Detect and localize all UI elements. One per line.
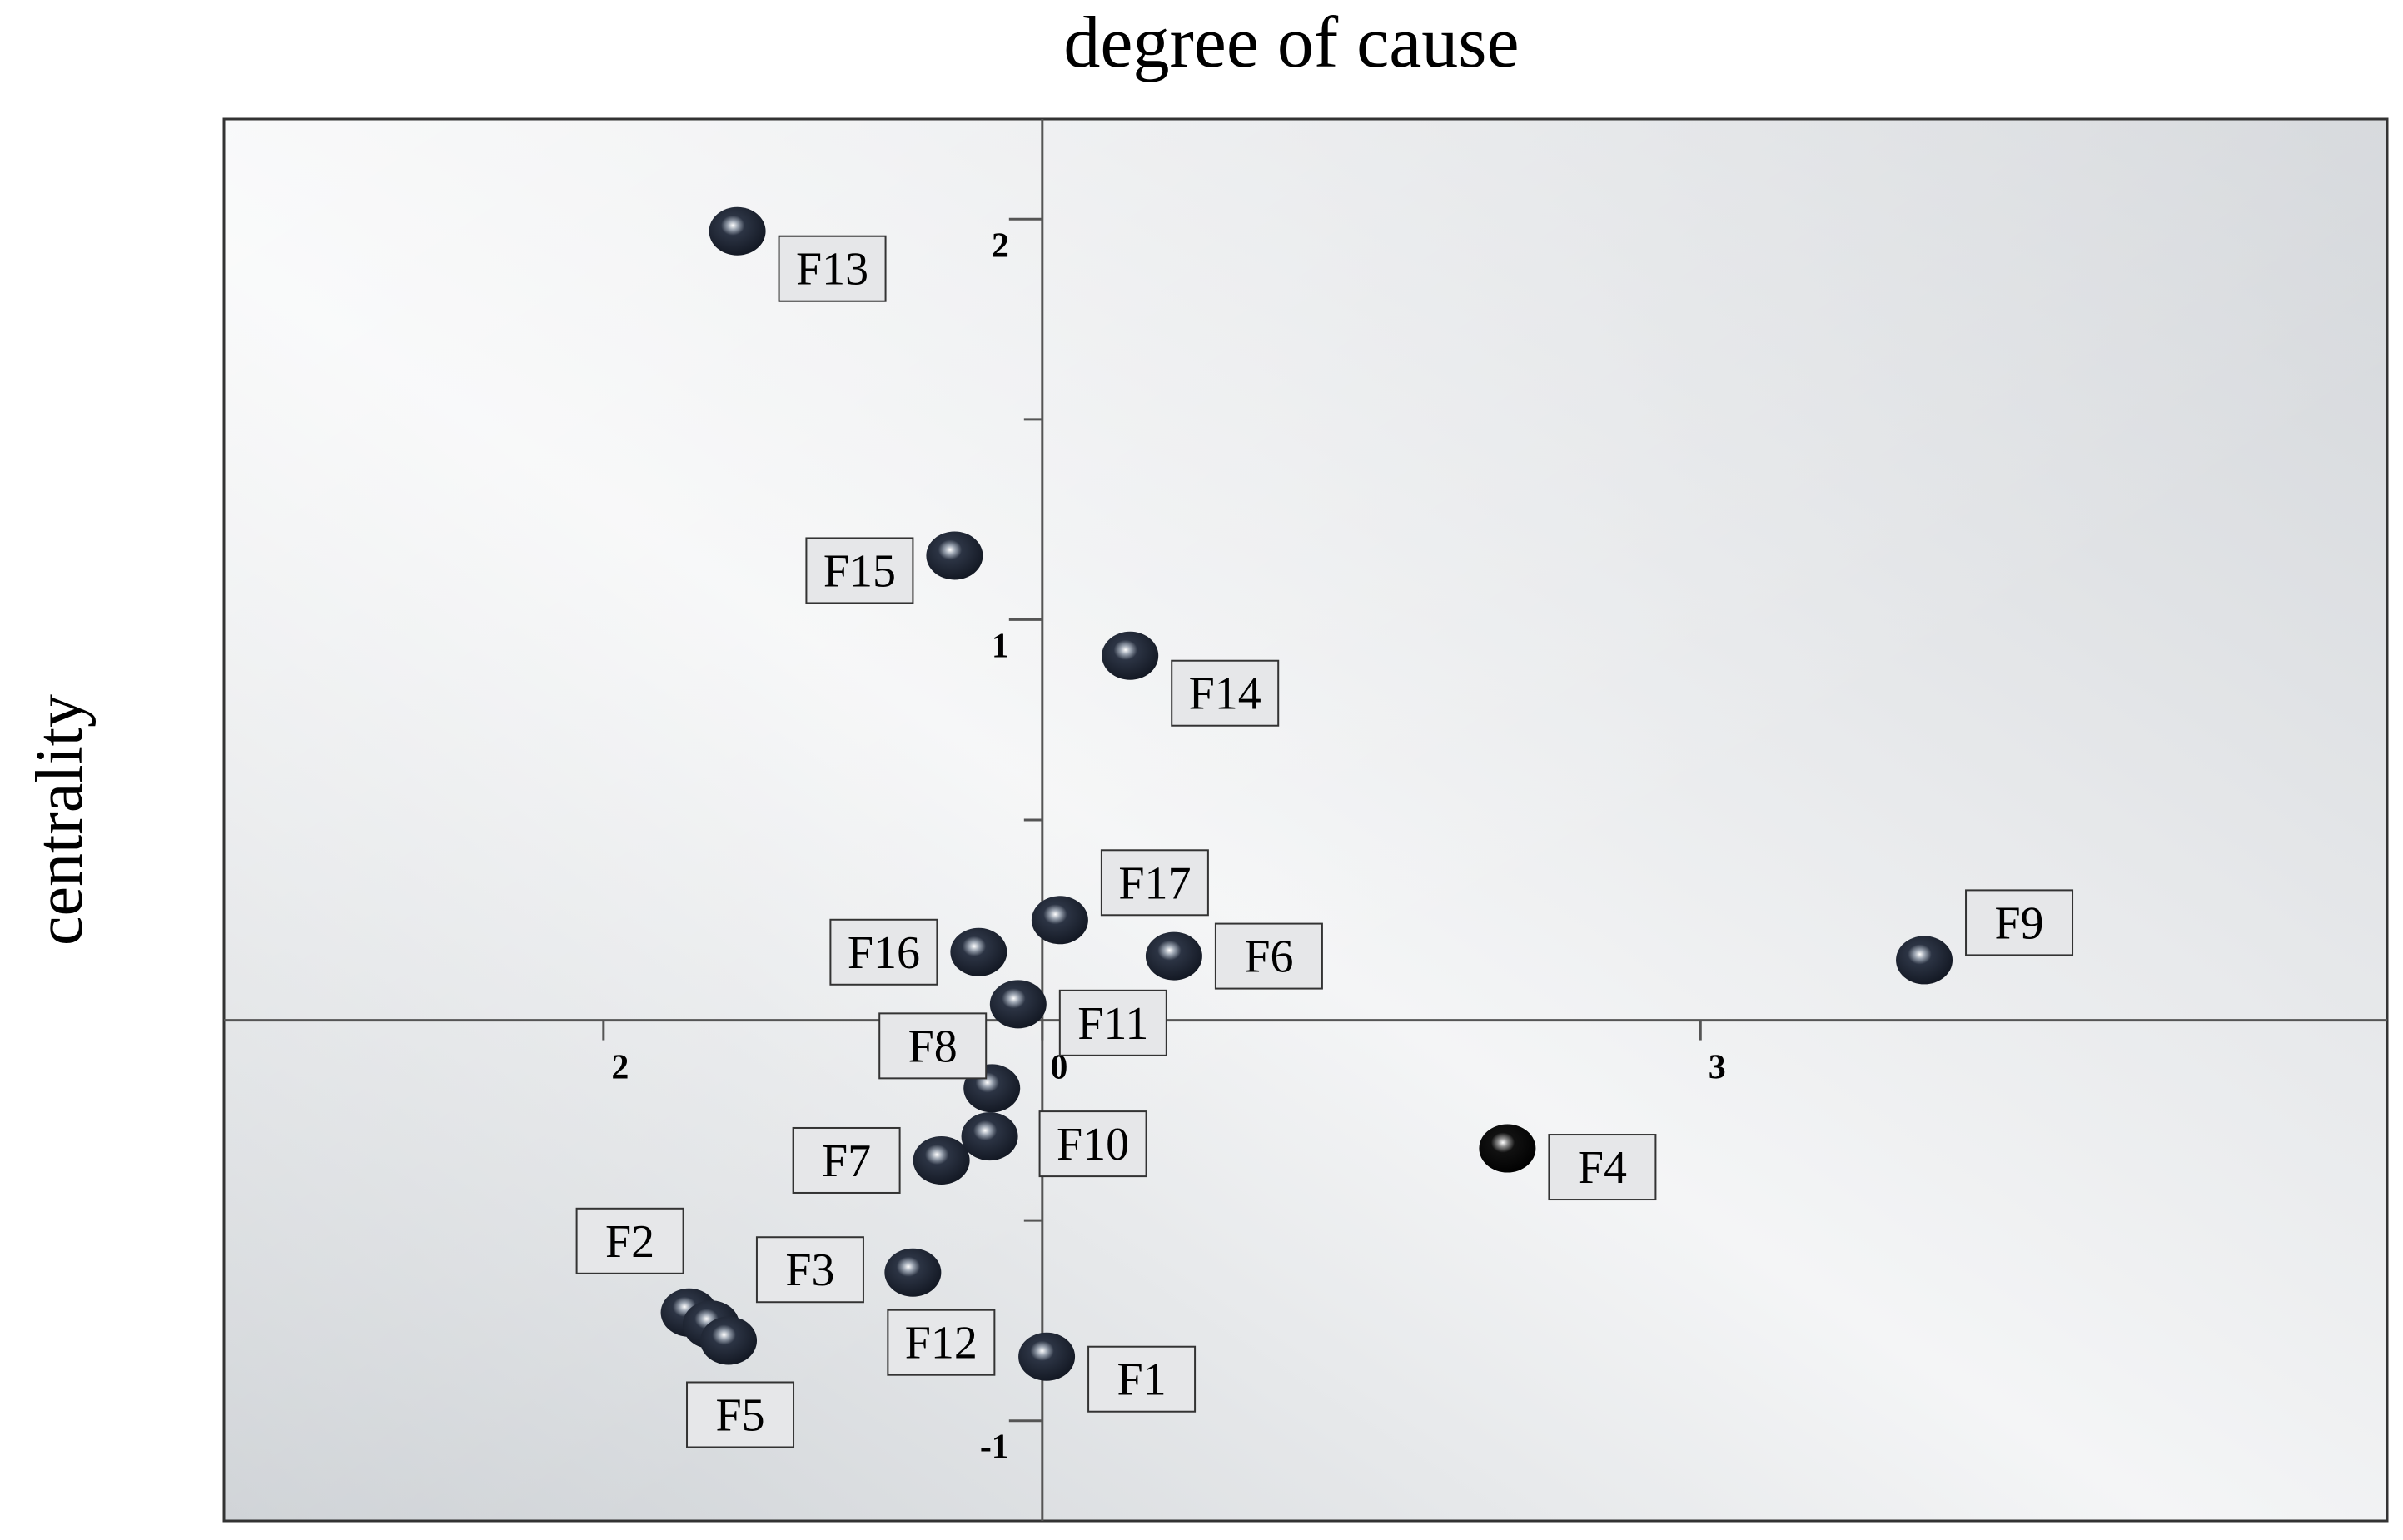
point-marker [1479,1124,1536,1173]
point-f10: F10 [961,1110,1147,1178]
point-f5: F5 [686,1316,795,1448]
point-f7: F7 [792,1126,970,1194]
point-label: F3 [785,1244,834,1296]
point-label-box [575,1207,684,1274]
point-f11: F11 [989,980,1167,1056]
point-label: F2 [605,1216,654,1268]
point-label-box [878,1012,988,1080]
y-tick-label: 1 [992,627,1009,665]
point-label-box [1965,889,2074,956]
point-label: F12 [905,1318,978,1369]
x-tick-label: 0 [1050,1049,1067,1087]
point-marker [1102,631,1159,680]
point-label-box [686,1381,795,1448]
point-label-box [1058,989,1167,1056]
point-label-box [1548,1134,1657,1201]
point-label-box [829,918,938,986]
point-marker [989,980,1047,1029]
x-tick-label: 2 [611,1049,629,1087]
point-label-box [1087,1345,1197,1413]
y-axis-label: centrality [23,694,97,946]
point-marker [913,1135,970,1185]
point-label: F13 [796,244,868,296]
point-marker [1031,896,1088,945]
point-marker [961,1112,1018,1161]
plot-area [222,117,2389,1523]
x-tick-label: 3 [1709,1049,1726,1087]
point-label: F17 [1118,857,1191,909]
point-label-box [1171,659,1280,727]
point-label-box [887,1309,996,1376]
point-label-box [778,235,887,302]
point-f13: F13 [709,206,887,302]
point-label-box [1038,1110,1147,1178]
point-label: F7 [822,1135,871,1187]
point-label-box [792,1126,901,1194]
point-label: F11 [1077,998,1148,1050]
plot-border [222,117,2389,1523]
chart-title: degree of cause [1063,2,1519,83]
point-f12: F12 [884,1248,996,1376]
point-f15: F15 [805,531,983,604]
point-f9: F9 [1896,889,2074,985]
point-label: F16 [848,927,920,979]
point-marker [1145,931,1202,981]
point-label: F4 [1578,1142,1627,1194]
point-label-box [1100,849,1209,917]
point-label: F1 [1117,1354,1167,1406]
point-marker [884,1248,942,1297]
plot-background-sheen [224,119,2387,1521]
point-f1: F1 [1018,1332,1197,1413]
point-label: F14 [1189,668,1261,720]
point-marker [1018,1332,1076,1381]
point-label-box [805,537,914,604]
point-f17: F17 [1031,849,1209,945]
point-marker [1896,936,1953,985]
point-f14: F14 [1102,631,1280,727]
point-f8: F8 [878,1012,1021,1113]
ticks: 2 1 -1 2 0 3 [602,217,1726,1467]
point-marker [926,531,983,580]
point-f16: F16 [829,918,1007,986]
y-tick-label: 2 [992,226,1009,265]
point-label: F5 [715,1389,764,1441]
y-tick-label: -1 [980,1428,1009,1467]
point-label-box [755,1236,864,1304]
point-marker [700,1316,758,1365]
point-f4: F4 [1479,1124,1657,1201]
point-label: F15 [823,545,896,597]
point-marker [709,206,766,256]
point-label: F6 [1244,931,1293,983]
point-label: F9 [1994,897,2043,949]
point-marker [950,927,1007,976]
point-label-box [1214,922,1323,990]
point-label: F8 [908,1021,958,1072]
point-f6: F6 [1145,922,1323,990]
point-label: F10 [1057,1119,1129,1170]
